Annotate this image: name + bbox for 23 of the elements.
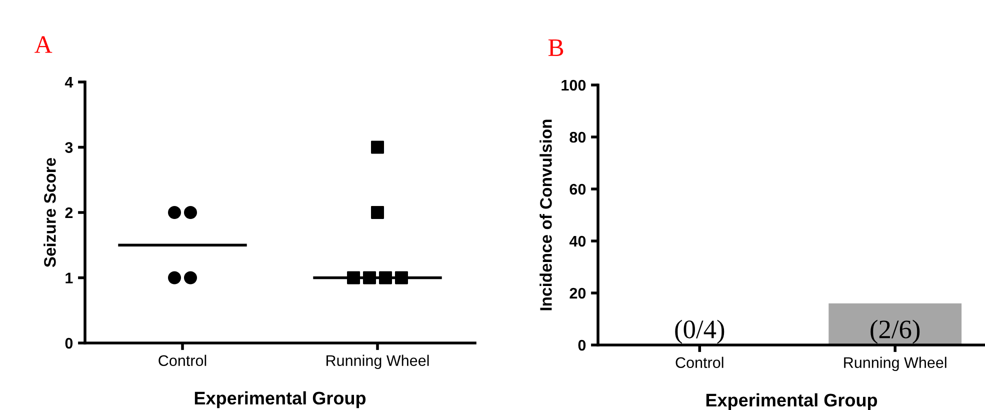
y-tick-label: 0 <box>578 340 586 351</box>
x-tick-label: Control <box>676 356 724 368</box>
y-axis-title: Seizure Score <box>44 158 56 268</box>
x-tick-label: Running Wheel <box>844 356 946 372</box>
y-tick-label: 0 <box>65 338 73 349</box>
x-axis-title: Experimental Group <box>194 391 366 408</box>
y-tick-label: 100 <box>562 80 586 91</box>
chart-title: B <box>548 39 564 56</box>
y-tick-label: 3 <box>65 142 73 153</box>
y-tick-label: 2 <box>65 207 73 218</box>
chart-title: A <box>34 36 52 53</box>
data-label: (0/4) <box>675 320 724 344</box>
x-tick-label: Running Wheel <box>326 354 429 370</box>
y-tick-label: 20 <box>570 288 586 299</box>
y-axis-title: Incidence of Convulsion <box>540 120 552 310</box>
x-tick-label: Control <box>158 354 206 366</box>
y-tick-label: 80 <box>570 132 586 143</box>
y-tick-label: 1 <box>66 272 73 284</box>
y-tick-label: 40 <box>569 236 586 247</box>
y-tick-label: 4 <box>64 77 74 88</box>
x-axis-title: Experimental Group <box>706 393 878 410</box>
y-tick-label: 60 <box>570 184 586 195</box>
data-label: (2/6) <box>870 320 920 344</box>
